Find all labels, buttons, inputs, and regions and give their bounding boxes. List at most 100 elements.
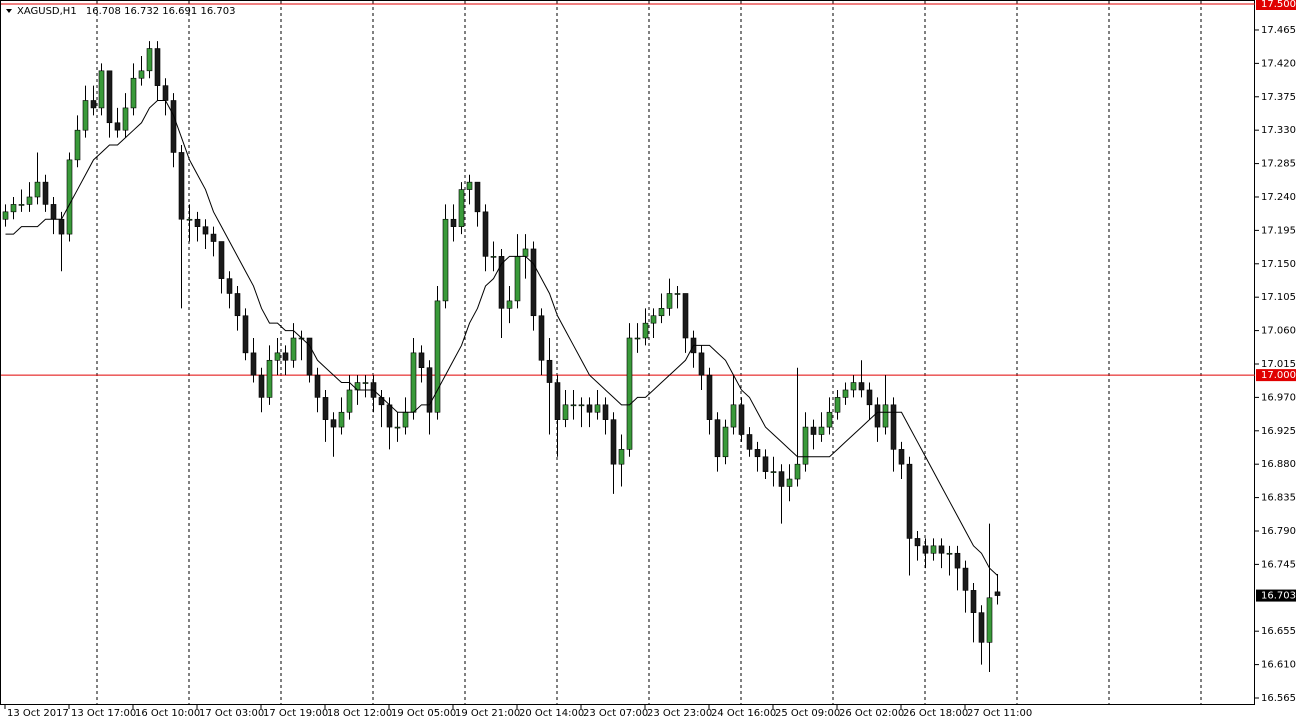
candle-body [578, 404, 585, 407]
candle-body [162, 85, 169, 101]
candle-body [210, 233, 217, 242]
candle-body [82, 100, 89, 131]
x-tick-label: 27 Oct 11:00 [967, 708, 1032, 719]
candle-body [490, 256, 497, 258]
candle-body [754, 449, 761, 458]
x-tick-label: 13 Oct 17:00 [71, 708, 136, 719]
candle-body [586, 404, 593, 413]
candle-body [58, 218, 65, 235]
candle [842, 382, 849, 405]
candle [930, 538, 937, 561]
candle-body [946, 552, 953, 555]
candle-body [506, 300, 513, 309]
candle [546, 338, 553, 435]
x-tick-label: 17 Oct 03:00 [199, 708, 264, 719]
candle-body [658, 308, 665, 317]
candle-body [682, 293, 689, 339]
candle-body [978, 612, 985, 643]
candle-body [242, 315, 249, 354]
candle [762, 449, 769, 480]
candle-body [90, 100, 97, 109]
candle [98, 63, 105, 116]
candle-body [426, 367, 433, 413]
level-label: 17.500 [1261, 0, 1296, 10]
x-tick-label: 19 Oct 21:00 [455, 708, 520, 719]
candle [194, 211, 201, 242]
candle-body [762, 456, 769, 472]
candle [274, 338, 281, 376]
candle [418, 345, 425, 383]
candle [978, 605, 985, 665]
candle [914, 530, 921, 561]
candle-body [98, 70, 105, 109]
candle [778, 464, 785, 524]
candle [330, 412, 337, 457]
y-tick-label: 17.060 [1261, 326, 1296, 337]
candle [874, 397, 881, 442]
candle [658, 293, 665, 324]
candle-body [530, 248, 537, 317]
y-tick-label: 16.970 [1261, 392, 1296, 403]
candle [898, 441, 905, 480]
candle-body [42, 181, 49, 205]
candle-body [634, 337, 641, 340]
ohlc-close: 16.703 [200, 6, 235, 17]
candle [706, 367, 713, 435]
candle [866, 382, 873, 420]
menu-triangle [6, 9, 12, 13]
candle-body [642, 322, 649, 339]
candle-body [610, 419, 617, 465]
candle [250, 338, 257, 383]
candle-body [890, 404, 897, 450]
candle [618, 434, 625, 487]
candle [938, 538, 945, 569]
candle [818, 412, 825, 442]
x-tick-label: 26 Oct 02:00 [839, 708, 904, 719]
candle [810, 419, 817, 450]
candle [634, 323, 641, 353]
x-tick-label: 17 Oct 19:00 [263, 708, 328, 719]
candle [234, 286, 241, 331]
candle [426, 360, 433, 435]
candle-body [114, 122, 121, 131]
candle-body [698, 352, 705, 376]
candle-body [626, 337, 633, 450]
candle-body [898, 449, 905, 465]
candle [122, 93, 129, 138]
candle [338, 397, 345, 435]
candle-body [146, 48, 153, 72]
candle [458, 182, 465, 235]
candle-body [346, 389, 353, 413]
candle [986, 523, 993, 673]
candle-body [18, 204, 25, 206]
candle-body [330, 419, 337, 428]
candle-body [770, 471, 777, 473]
candle [802, 412, 809, 472]
y-tick-label: 16.880 [1261, 459, 1296, 470]
candle-body [434, 300, 441, 413]
candle-body [602, 404, 609, 420]
candle-body [314, 374, 321, 398]
level-label: 17.000 [1261, 370, 1296, 381]
candle [730, 375, 737, 435]
candle [882, 375, 889, 435]
candle-body [10, 204, 17, 213]
y-tick-label: 17.465 [1261, 25, 1296, 36]
price-label-bg [1256, 589, 1296, 602]
candle-body [554, 382, 561, 420]
candle [74, 115, 81, 168]
candle [170, 93, 177, 168]
x-tick-label: 23 Oct 23:00 [647, 708, 712, 719]
candle [266, 345, 273, 405]
y-tick-label: 16.610 [1261, 660, 1296, 671]
candle-body [866, 389, 873, 406]
candle [554, 375, 561, 457]
candle [714, 412, 721, 472]
candle [26, 182, 33, 212]
candle-body [970, 590, 977, 613]
candle-body [170, 100, 177, 153]
candle-body [858, 382, 865, 391]
candle [10, 196, 17, 220]
candle [906, 456, 913, 576]
